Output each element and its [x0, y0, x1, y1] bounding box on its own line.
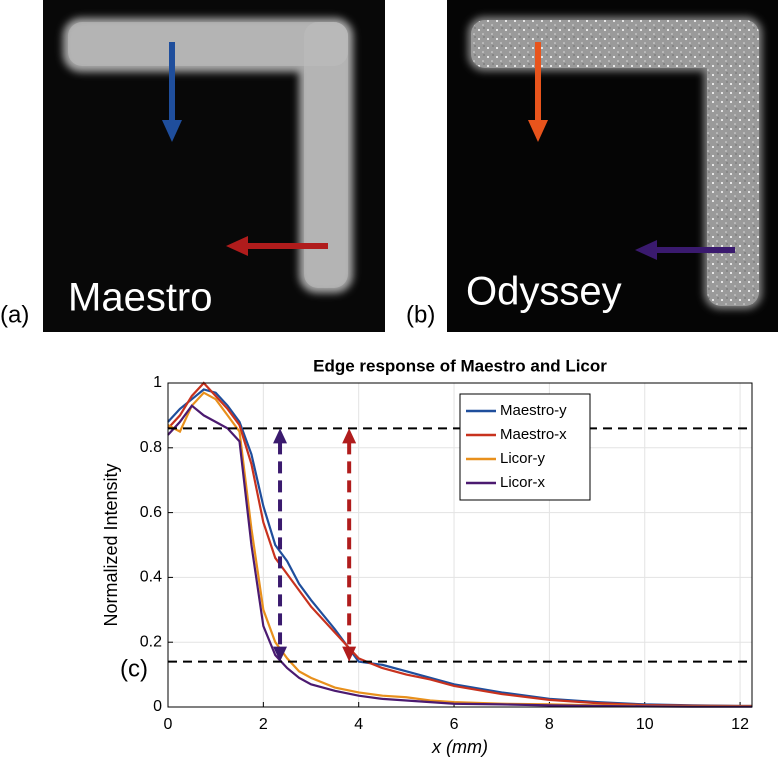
panel-label: (a) [0, 301, 29, 328]
x-tick-label: 8 [545, 716, 554, 733]
image-caption: Odyssey [466, 270, 622, 314]
data-line [167, 381, 752, 708]
x-axis-label: x (mm) [431, 737, 488, 757]
x-tick-label: 6 [450, 716, 459, 733]
y-tick-label: 1 [153, 374, 162, 391]
image-b [447, 0, 778, 332]
x-tick-label: 10 [636, 716, 654, 733]
panel-label: (b) [406, 301, 435, 328]
image-a [43, 0, 385, 332]
y-tick-label: 0.2 [140, 633, 162, 650]
plot: 0 2 4 6 8 10 12 0 0.2 0.4 0.6 0.8 1 Maestro-y Maestro-… [140, 374, 753, 733]
y-axis-label: Normalized Intensity [101, 463, 121, 626]
arrow-head [273, 646, 288, 662]
axes-frame [167, 382, 753, 708]
x-tick-label: 2 [259, 716, 268, 733]
y-tick-label: 0.4 [140, 569, 162, 586]
y-tick-label: 0 [153, 698, 162, 715]
arrow-head [342, 646, 357, 662]
data-line [167, 404, 752, 708]
x-tick-label: 12 [731, 716, 749, 733]
panel-label: (c) [120, 655, 148, 682]
legend-label: Maestro-x [500, 426, 567, 443]
legend-label: Licor-y [500, 450, 546, 467]
arrow-head [273, 428, 288, 444]
y-tick-label: 0.8 [140, 439, 162, 456]
legend-label: Licor-x [500, 474, 546, 491]
x-tick-label: 0 [164, 716, 173, 733]
chart-title: Edge response of Maestro and Licor [313, 356, 607, 375]
y-tick-label: 0.6 [140, 504, 162, 521]
image-caption: Maestro [68, 276, 213, 320]
arrow-head [342, 428, 357, 444]
x-tick-label: 4 [354, 716, 363, 733]
legend-label: Maestro-y [500, 402, 567, 419]
